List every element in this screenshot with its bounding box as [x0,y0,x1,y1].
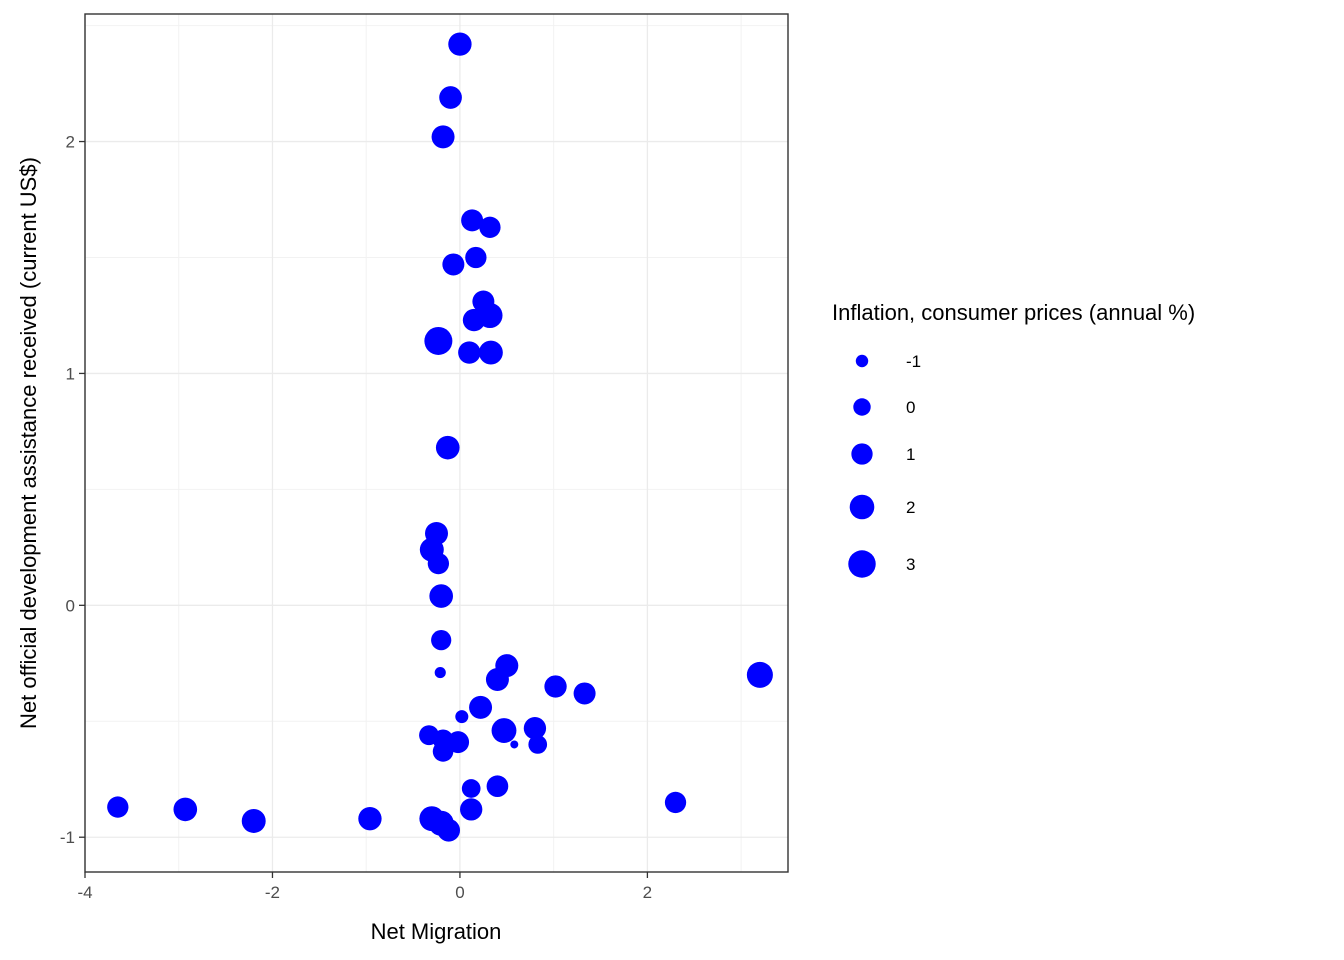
data-point [435,435,460,460]
x-tick-label: -4 [77,883,92,902]
data-point [465,246,487,269]
legend-label: -1 [906,352,921,371]
data-point [486,775,509,798]
data-point [462,308,486,332]
data-point [431,629,452,651]
data-point [107,796,129,818]
data-point [460,798,483,821]
data-point [437,818,461,842]
data-point [455,710,469,724]
legend-label: 3 [906,555,915,574]
legend-label: 2 [906,498,915,517]
data-point [479,216,501,238]
data-point [485,668,509,692]
data-point [431,125,455,149]
data-point [469,695,493,719]
data-points [107,32,773,842]
data-point [442,253,465,276]
plot-border [84,13,789,873]
y-tick-label: -1 [60,828,75,847]
data-point [510,740,519,749]
data-point [491,718,517,743]
size-legend: Inflation, consumer prices (annual %) -1… [832,300,1195,578]
legend-title: Inflation, consumer prices (annual %) [832,300,1195,325]
data-point [427,552,450,575]
data-point [573,682,596,705]
x-axis: -4 -2 0 2 [77,872,652,902]
data-point [746,661,773,688]
data-point [173,797,198,822]
data-point [458,341,481,364]
data-point [439,86,462,109]
data-point [544,675,567,698]
y-tick-label: 1 [66,364,75,383]
y-axis-title: Net official development assistance rece… [16,157,41,729]
data-point [523,717,547,740]
data-point [478,340,503,365]
data-point [434,667,446,679]
x-axis-title: Net Migration [371,919,502,944]
y-axis: -1 0 1 2 [60,133,85,847]
y-tick-label: 0 [66,596,75,615]
data-point [461,209,484,232]
legend-key [855,354,869,368]
data-point [241,809,266,833]
data-point [429,584,454,608]
data-point [424,326,453,355]
data-point [358,807,382,831]
legend-key [849,494,875,520]
grid-minor [85,14,788,872]
data-point [528,735,548,754]
data-point [461,779,481,798]
y-tick-label: 2 [66,133,75,152]
x-tick-label: 2 [643,883,652,902]
data-point [432,741,454,762]
legend-key [853,398,871,416]
legend-key [851,443,873,465]
data-point [448,32,472,56]
x-tick-label: -2 [265,883,280,902]
x-tick-label: 0 [455,883,464,902]
legend-key [848,550,876,578]
legend-label: 0 [906,398,915,417]
data-point [664,791,687,814]
legend-label: 1 [906,445,915,464]
